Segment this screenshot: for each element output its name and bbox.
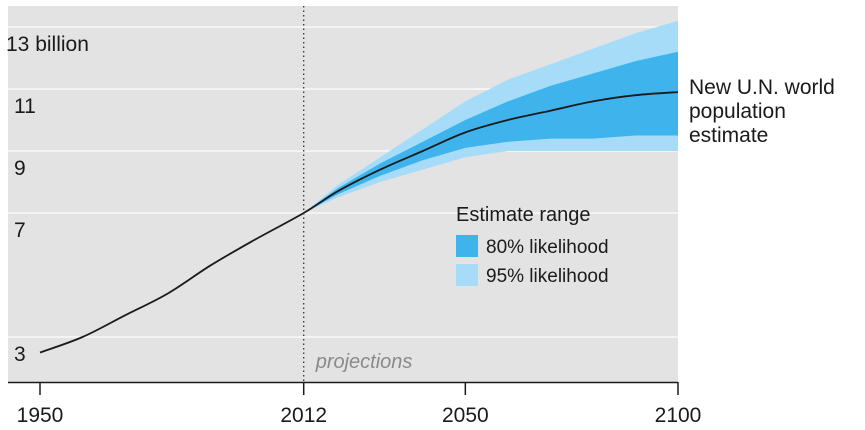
median-line	[39, 91, 679, 354]
legend-label-80: 80% likelihood	[486, 237, 609, 258]
y-tick-label-9: 9	[14, 157, 26, 180]
projections-label: projections	[315, 351, 413, 373]
y-axis-labels: 3 7 9 11 13 billion	[6, 33, 89, 366]
y-tick-label-7: 7	[14, 219, 26, 242]
median-line-group	[39, 91, 679, 354]
x-tick-label-2050: 2050	[442, 404, 489, 427]
legend-title: Estimate range	[456, 204, 591, 226]
legend-swatch-80	[456, 235, 478, 257]
y-tick-label-11: 11	[14, 95, 36, 118]
legend: Estimate range 80% likelihood 95% likeli…	[456, 204, 609, 287]
x-axis: 1950 2012 2050 2100	[8, 381, 702, 427]
curve-annotation: New U.N. world population estimate	[689, 76, 835, 147]
x-tick-label-1950: 1950	[17, 404, 64, 427]
annotation-line-3: estimate	[689, 124, 768, 147]
estimate-bands	[303, 20, 678, 213]
x-tick-label-2012: 2012	[280, 404, 327, 427]
legend-label-95: 95% likelihood	[486, 266, 609, 287]
legend-swatch-95	[456, 264, 478, 286]
y-tick-label-3: 3	[14, 343, 26, 366]
band-80-area	[303, 51, 678, 213]
y-tick-label-13: 13 billion	[6, 33, 89, 56]
x-tick-label-2100: 2100	[655, 404, 702, 427]
annotation-line-1: New U.N. world	[689, 76, 835, 99]
annotation-line-2: population	[689, 100, 786, 123]
